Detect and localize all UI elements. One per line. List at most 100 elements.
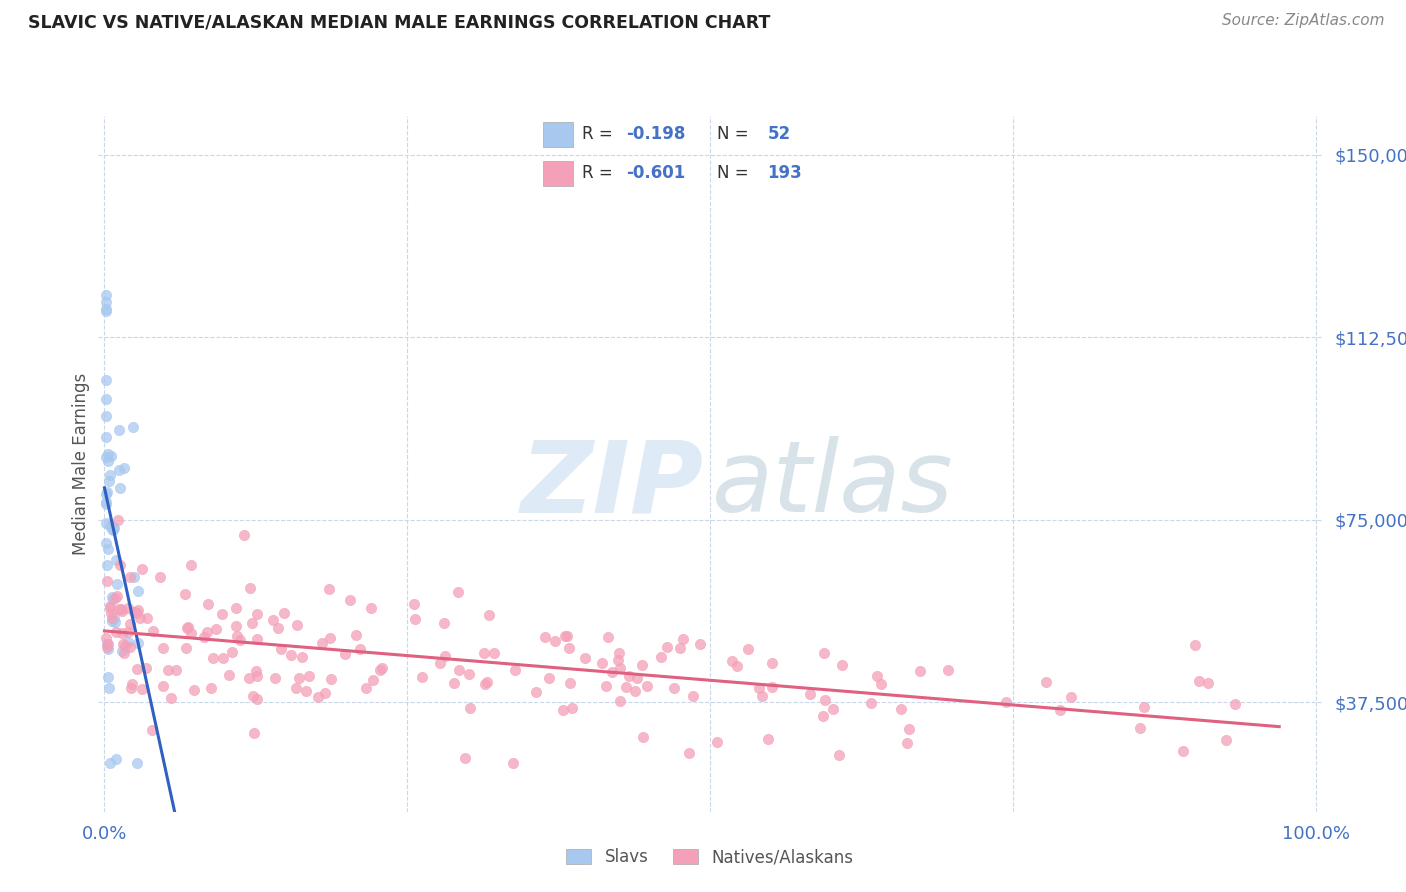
- Point: [360, 600, 382, 615]
- Point: [111, 643, 134, 657]
- Point: [626, 671, 648, 685]
- Point: [689, 638, 711, 652]
- Point: [100, 450, 122, 464]
- Point: [142, 624, 165, 639]
- Point: [94, 409, 117, 423]
- Point: [136, 611, 159, 625]
- Point: [96, 558, 118, 572]
- Point: [561, 700, 583, 714]
- Point: [111, 637, 134, 651]
- Point: [195, 625, 218, 640]
- Point: [672, 632, 695, 646]
- Point: [633, 731, 655, 745]
- Point: [434, 649, 457, 664]
- Point: [173, 587, 195, 601]
- Point: [100, 468, 122, 483]
- Point: [598, 630, 620, 644]
- Point: [121, 677, 143, 691]
- Point: [368, 664, 391, 678]
- Point: [669, 640, 692, 655]
- Point: [246, 607, 269, 621]
- Point: [205, 622, 228, 636]
- Point: [827, 748, 849, 763]
- Point: [202, 650, 225, 665]
- Point: [936, 663, 959, 677]
- Point: [284, 681, 307, 695]
- Point: [98, 519, 121, 533]
- Point: [239, 581, 262, 595]
- Point: [402, 597, 425, 611]
- Point: [94, 430, 117, 444]
- Point: [748, 681, 770, 695]
- Point: [117, 600, 139, 615]
- Point: [94, 487, 117, 501]
- Point: [595, 679, 617, 693]
- Point: [122, 605, 145, 619]
- Point: [534, 630, 557, 644]
- Point: [609, 661, 631, 675]
- Point: [152, 641, 174, 656]
- Point: [600, 665, 623, 680]
- Point: [678, 746, 700, 760]
- Point: [860, 696, 883, 710]
- Point: [650, 650, 672, 665]
- Point: [225, 629, 247, 643]
- Point: [761, 680, 783, 694]
- Point: [630, 657, 652, 672]
- Text: -0.601: -0.601: [626, 164, 685, 182]
- Text: R =: R =: [582, 164, 617, 182]
- Point: [107, 513, 129, 527]
- Point: [149, 570, 172, 584]
- Point: [225, 601, 247, 615]
- Bar: [543, 121, 572, 147]
- Point: [94, 288, 117, 302]
- Point: [813, 646, 835, 660]
- Point: [211, 607, 233, 622]
- Point: [94, 304, 117, 318]
- Point: [200, 681, 222, 695]
- Point: [526, 684, 548, 698]
- Text: 193: 193: [768, 164, 803, 182]
- Point: [1129, 721, 1152, 735]
- Point: [1035, 675, 1057, 690]
- Point: [117, 625, 139, 640]
- Point: [270, 642, 292, 657]
- Point: [118, 570, 141, 584]
- Point: [245, 664, 267, 678]
- Point: [114, 639, 136, 653]
- Point: [285, 617, 308, 632]
- Point: [558, 676, 581, 690]
- Point: [636, 679, 658, 693]
- Point: [831, 658, 853, 673]
- Point: [870, 677, 893, 691]
- Point: [110, 482, 132, 496]
- Point: [101, 611, 124, 625]
- Point: [1197, 675, 1219, 690]
- Point: [104, 591, 127, 605]
- Point: [262, 613, 284, 627]
- Point: [429, 656, 451, 670]
- Point: [761, 656, 783, 670]
- Point: [333, 648, 356, 662]
- Point: [165, 663, 187, 677]
- Point: [97, 447, 120, 461]
- Point: [443, 676, 465, 690]
- Point: [538, 671, 561, 685]
- Point: [1049, 703, 1071, 717]
- Point: [344, 628, 367, 642]
- Point: [319, 631, 342, 645]
- Point: [411, 670, 433, 684]
- Point: [111, 604, 134, 618]
- Point: [544, 634, 567, 648]
- Point: [193, 630, 215, 644]
- Point: [94, 302, 117, 317]
- Point: [97, 681, 120, 695]
- Point: [607, 646, 630, 660]
- Point: [110, 625, 132, 640]
- Point: [361, 673, 384, 688]
- Point: [725, 658, 748, 673]
- Point: [127, 756, 149, 770]
- Point: [98, 599, 121, 613]
- Point: [706, 735, 728, 749]
- Point: [233, 528, 256, 542]
